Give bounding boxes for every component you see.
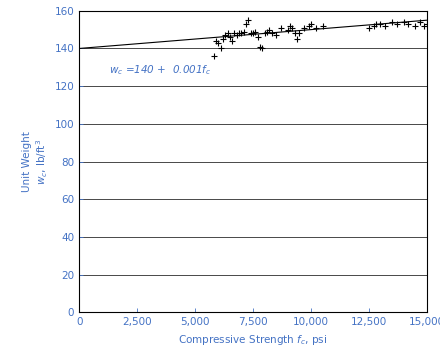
- Point: [252, 29, 259, 34]
- Point: [423, 21, 430, 27]
- Point: [210, 53, 217, 59]
- Point: [268, 31, 275, 36]
- Text: $w_c$ =140 +  0.001$f_c$: $w_c$ =140 + 0.001$f_c$: [109, 63, 212, 77]
- Point: [277, 25, 284, 31]
- Point: [370, 23, 377, 29]
- Point: [235, 31, 242, 36]
- Point: [226, 34, 233, 40]
- Point: [308, 21, 315, 27]
- Point: [305, 23, 312, 29]
- Point: [224, 31, 231, 36]
- Point: [377, 21, 384, 27]
- Point: [259, 46, 266, 51]
- Point: [217, 46, 224, 51]
- Point: [421, 23, 428, 29]
- Point: [249, 31, 257, 36]
- Point: [273, 32, 280, 38]
- Point: [215, 40, 222, 46]
- Point: [240, 29, 247, 34]
- Point: [284, 27, 291, 32]
- Point: [400, 19, 407, 25]
- Point: [264, 29, 271, 34]
- Point: [291, 31, 298, 36]
- Point: [319, 23, 326, 29]
- Point: [229, 38, 236, 44]
- X-axis label: Compressive Strength $f_c$, psi: Compressive Strength $f_c$, psi: [178, 333, 328, 347]
- Point: [296, 31, 303, 36]
- Point: [233, 32, 240, 38]
- Y-axis label: Unit Weight
$w_c$, lb/ft$^3$: Unit Weight $w_c$, lb/ft$^3$: [22, 131, 51, 192]
- Point: [389, 19, 396, 25]
- Point: [220, 36, 227, 42]
- Point: [254, 34, 261, 40]
- Point: [393, 21, 400, 27]
- Point: [247, 31, 254, 36]
- Point: [261, 31, 268, 36]
- Point: [372, 21, 379, 27]
- Point: [365, 25, 372, 31]
- Point: [266, 27, 273, 32]
- Point: [289, 25, 296, 31]
- Point: [245, 17, 252, 23]
- Point: [412, 23, 419, 29]
- Point: [293, 36, 301, 42]
- Point: [312, 25, 319, 31]
- Point: [405, 21, 412, 27]
- Point: [257, 44, 264, 50]
- Point: [416, 19, 423, 25]
- Point: [242, 21, 249, 27]
- Point: [301, 25, 308, 31]
- Point: [213, 38, 220, 44]
- Point: [222, 32, 229, 38]
- Point: [231, 31, 238, 36]
- Point: [286, 23, 293, 29]
- Point: [238, 31, 245, 36]
- Point: [381, 23, 389, 29]
